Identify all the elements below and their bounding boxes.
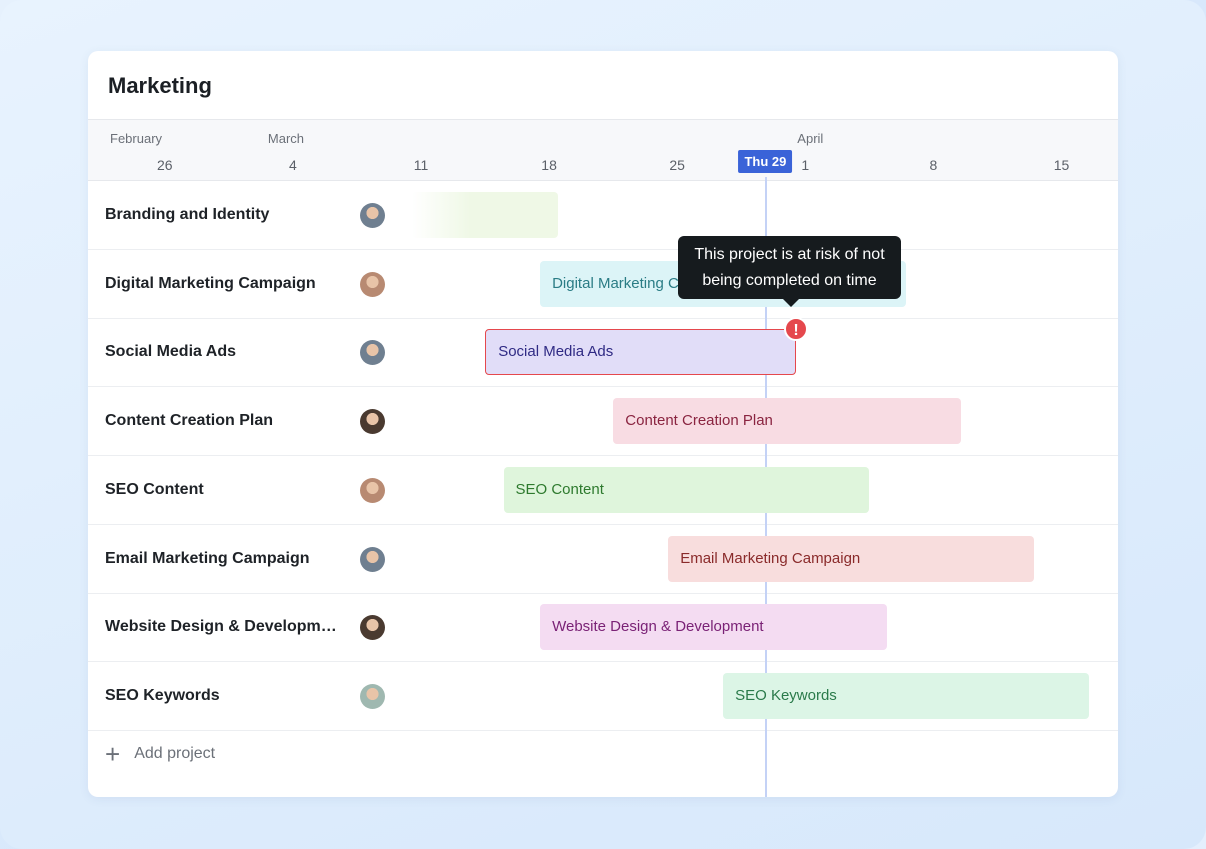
avatar bbox=[360, 477, 385, 503]
month-label: April bbox=[797, 131, 824, 146]
project-row[interactable]: SEO Content bbox=[88, 456, 1118, 525]
day-label: 4 bbox=[288, 157, 297, 173]
project-name[interactable]: Website Design & Development bbox=[105, 618, 340, 636]
avatar bbox=[360, 271, 385, 297]
exclamation-icon[interactable]: ! bbox=[784, 317, 808, 342]
add-project-label: Add project bbox=[134, 745, 216, 762]
project-name[interactable]: Digital Marketing Campaign bbox=[105, 274, 316, 292]
tooltip-line-2: being completed on time bbox=[702, 272, 877, 289]
day-label: 11 bbox=[413, 157, 429, 173]
avatar bbox=[360, 615, 385, 641]
tooltip-line-1: This project is at risk of not bbox=[694, 246, 885, 263]
project-name[interactable]: SEO Content bbox=[105, 480, 204, 498]
day-label: 8 bbox=[929, 157, 938, 173]
day-label: 26 bbox=[157, 157, 173, 173]
avatar bbox=[360, 683, 385, 709]
risk-tooltip: This project is at risk of not being com… bbox=[678, 236, 901, 307]
day-label: 25 bbox=[669, 157, 685, 173]
project-row[interactable]: SEO Keywords bbox=[88, 662, 1118, 731]
avatar bbox=[360, 203, 385, 228]
project-name[interactable]: Content Creation Plan bbox=[105, 412, 274, 430]
project-bar[interactable] bbox=[412, 192, 559, 238]
project-bar[interactable]: Website Design & Development bbox=[540, 604, 888, 651]
avatar bbox=[360, 546, 385, 572]
project-bar[interactable]: Email Marketing Campaign bbox=[668, 535, 1034, 582]
plus-icon: + bbox=[105, 739, 121, 769]
page-title: Marketing bbox=[108, 73, 212, 98]
project-bar[interactable]: SEO Content bbox=[503, 466, 870, 513]
project-row[interactable]: Branding and Identity bbox=[88, 181, 1118, 250]
avatar bbox=[360, 409, 385, 435]
add-project-button[interactable]: + Add project bbox=[105, 739, 216, 769]
project-name[interactable]: Social Media Ads bbox=[105, 343, 236, 361]
project-row[interactable]: Content Creation Plan bbox=[88, 387, 1118, 457]
project-row[interactable]: Email Marketing Campaign bbox=[88, 525, 1118, 594]
timeline-header: February March April 26 4 11 18 25 1 8 15 Thu 29 bbox=[88, 119, 1118, 181]
month-label: March bbox=[267, 131, 305, 146]
project-row[interactable]: Social Media Ads bbox=[88, 318, 1118, 388]
gantt-card: Marketing February March April 26 4 11 18 25 1 8 1… bbox=[88, 51, 1118, 797]
month-label: February bbox=[110, 131, 163, 146]
project-row[interactable]: Digital Marketing Campaign bbox=[88, 250, 1118, 319]
project-row[interactable]: Website Design & Development bbox=[88, 593, 1118, 663]
day-label: 15 bbox=[1053, 157, 1070, 173]
day-label: 18 bbox=[541, 157, 557, 173]
avatar bbox=[360, 340, 385, 366]
project-name[interactable]: Branding and Identity bbox=[105, 206, 270, 223]
day-label: 1 bbox=[801, 157, 810, 173]
project-name[interactable]: SEO Keywords bbox=[105, 686, 220, 704]
project-bar[interactable]: SEO Keywords bbox=[723, 672, 1089, 719]
project-bar[interactable]: Social Media Ads bbox=[485, 329, 796, 376]
project-name[interactable]: Email Marketing Campaign bbox=[105, 549, 310, 567]
project-bar[interactable]: Content Creation Plan bbox=[613, 398, 961, 445]
today-badge: Thu 29 bbox=[738, 150, 793, 173]
